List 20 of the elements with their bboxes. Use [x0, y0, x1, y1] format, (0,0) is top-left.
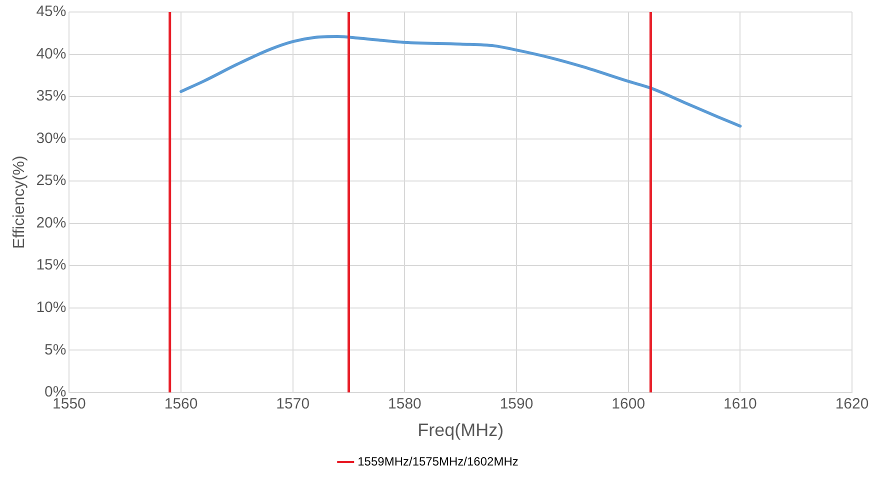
y-tick-label: 10%	[36, 299, 66, 316]
y-tick-label: 45%	[36, 3, 66, 20]
x-tick-label: 1560	[164, 396, 198, 413]
y-tick-label: 40%	[36, 45, 66, 62]
y-tick-label: 5%	[44, 341, 66, 358]
legend-label: 1559MHz/1575MHz/1602MHz	[358, 454, 518, 468]
x-tick-label: 1620	[835, 396, 869, 413]
line-series	[180, 35, 742, 128]
x-tick-label: 1580	[388, 396, 422, 413]
x-tick-label: 1570	[276, 396, 310, 413]
x-tick-label: 1610	[723, 396, 757, 413]
y-tick-label: 30%	[36, 130, 66, 147]
x-axis-title: Freq(MHz)	[418, 420, 504, 440]
y-tick-label: 35%	[36, 88, 66, 105]
y-tick-label: 15%	[36, 256, 66, 274]
y-tick-label: 25%	[36, 172, 66, 190]
x-tick-label: 1600	[612, 396, 646, 413]
y-axis-title: Efficiency(%)	[11, 156, 28, 249]
y-tick-label: 20%	[36, 214, 66, 232]
x-tick-label: 1590	[500, 396, 534, 413]
